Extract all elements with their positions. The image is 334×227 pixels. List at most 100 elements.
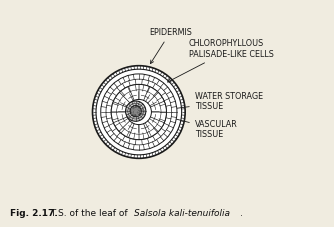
Circle shape bbox=[136, 113, 137, 114]
Circle shape bbox=[137, 108, 138, 109]
Circle shape bbox=[134, 109, 136, 111]
Circle shape bbox=[137, 115, 138, 116]
Circle shape bbox=[136, 114, 137, 115]
Circle shape bbox=[129, 105, 130, 106]
Circle shape bbox=[135, 111, 137, 112]
Circle shape bbox=[129, 105, 130, 106]
Circle shape bbox=[126, 101, 146, 121]
Text: EPIDERMIS: EPIDERMIS bbox=[149, 28, 192, 64]
Text: Salsola kali-tenuifolia: Salsola kali-tenuifolia bbox=[134, 209, 229, 218]
Circle shape bbox=[135, 112, 137, 114]
Circle shape bbox=[131, 102, 132, 103]
Circle shape bbox=[134, 102, 135, 103]
Circle shape bbox=[133, 109, 135, 110]
Circle shape bbox=[136, 109, 138, 111]
Circle shape bbox=[138, 111, 140, 113]
Circle shape bbox=[142, 109, 143, 110]
Circle shape bbox=[126, 109, 127, 111]
Circle shape bbox=[131, 113, 133, 115]
Circle shape bbox=[139, 119, 141, 120]
Circle shape bbox=[140, 106, 141, 107]
Circle shape bbox=[136, 112, 137, 114]
Circle shape bbox=[137, 115, 139, 116]
Circle shape bbox=[141, 109, 142, 111]
Circle shape bbox=[142, 111, 143, 112]
Circle shape bbox=[136, 111, 137, 112]
Circle shape bbox=[132, 118, 133, 119]
Circle shape bbox=[135, 111, 137, 112]
Circle shape bbox=[134, 113, 135, 114]
Circle shape bbox=[139, 109, 141, 111]
Circle shape bbox=[93, 66, 185, 158]
Circle shape bbox=[135, 104, 136, 105]
Circle shape bbox=[134, 106, 135, 107]
Text: Fig. 2.17.: Fig. 2.17. bbox=[10, 209, 58, 218]
Circle shape bbox=[143, 112, 144, 113]
Circle shape bbox=[128, 116, 130, 117]
Text: VASCULAR
TISSUE: VASCULAR TISSUE bbox=[153, 112, 237, 139]
Circle shape bbox=[135, 111, 136, 112]
Circle shape bbox=[131, 111, 133, 112]
Circle shape bbox=[141, 114, 142, 115]
Circle shape bbox=[133, 110, 135, 111]
Circle shape bbox=[136, 110, 137, 111]
Circle shape bbox=[111, 84, 166, 140]
Circle shape bbox=[144, 111, 145, 113]
Circle shape bbox=[139, 106, 140, 107]
Circle shape bbox=[129, 109, 130, 110]
Circle shape bbox=[135, 110, 136, 112]
Circle shape bbox=[130, 106, 141, 117]
Text: .: . bbox=[240, 209, 243, 218]
Circle shape bbox=[142, 110, 143, 111]
Circle shape bbox=[130, 117, 131, 118]
Circle shape bbox=[144, 107, 145, 109]
Circle shape bbox=[137, 116, 139, 117]
Circle shape bbox=[138, 113, 139, 114]
Circle shape bbox=[135, 110, 136, 112]
Circle shape bbox=[131, 117, 132, 118]
Circle shape bbox=[136, 108, 137, 110]
Circle shape bbox=[138, 111, 139, 112]
Circle shape bbox=[137, 114, 138, 115]
Circle shape bbox=[134, 108, 136, 110]
Circle shape bbox=[129, 115, 130, 116]
Circle shape bbox=[132, 109, 133, 111]
Circle shape bbox=[127, 110, 128, 111]
Circle shape bbox=[135, 108, 136, 109]
Circle shape bbox=[135, 104, 136, 106]
Circle shape bbox=[131, 109, 133, 111]
Circle shape bbox=[134, 111, 135, 112]
Circle shape bbox=[136, 108, 137, 109]
Circle shape bbox=[131, 109, 133, 111]
Circle shape bbox=[135, 111, 136, 112]
Circle shape bbox=[132, 107, 134, 109]
Circle shape bbox=[131, 108, 133, 109]
Circle shape bbox=[132, 109, 133, 111]
Circle shape bbox=[138, 109, 139, 110]
Circle shape bbox=[143, 114, 144, 115]
Circle shape bbox=[137, 102, 138, 103]
Circle shape bbox=[135, 113, 136, 114]
Circle shape bbox=[137, 110, 139, 112]
Circle shape bbox=[141, 114, 142, 115]
Circle shape bbox=[132, 111, 134, 113]
Circle shape bbox=[129, 117, 130, 118]
Circle shape bbox=[135, 108, 137, 109]
Circle shape bbox=[133, 112, 135, 114]
Circle shape bbox=[136, 103, 137, 104]
Circle shape bbox=[139, 106, 140, 107]
Circle shape bbox=[133, 114, 135, 116]
Circle shape bbox=[132, 111, 133, 112]
Text: T.S. of the leaf of: T.S. of the leaf of bbox=[48, 209, 131, 218]
Circle shape bbox=[101, 74, 177, 150]
Circle shape bbox=[136, 109, 138, 110]
Circle shape bbox=[136, 112, 138, 114]
Circle shape bbox=[134, 112, 135, 114]
Circle shape bbox=[137, 110, 138, 111]
Circle shape bbox=[134, 117, 135, 118]
Circle shape bbox=[141, 113, 142, 114]
Circle shape bbox=[129, 111, 130, 112]
Circle shape bbox=[132, 113, 133, 114]
Text: WATER STORAGE
TISSUE: WATER STORAGE TISSUE bbox=[170, 92, 263, 111]
Circle shape bbox=[137, 107, 138, 109]
